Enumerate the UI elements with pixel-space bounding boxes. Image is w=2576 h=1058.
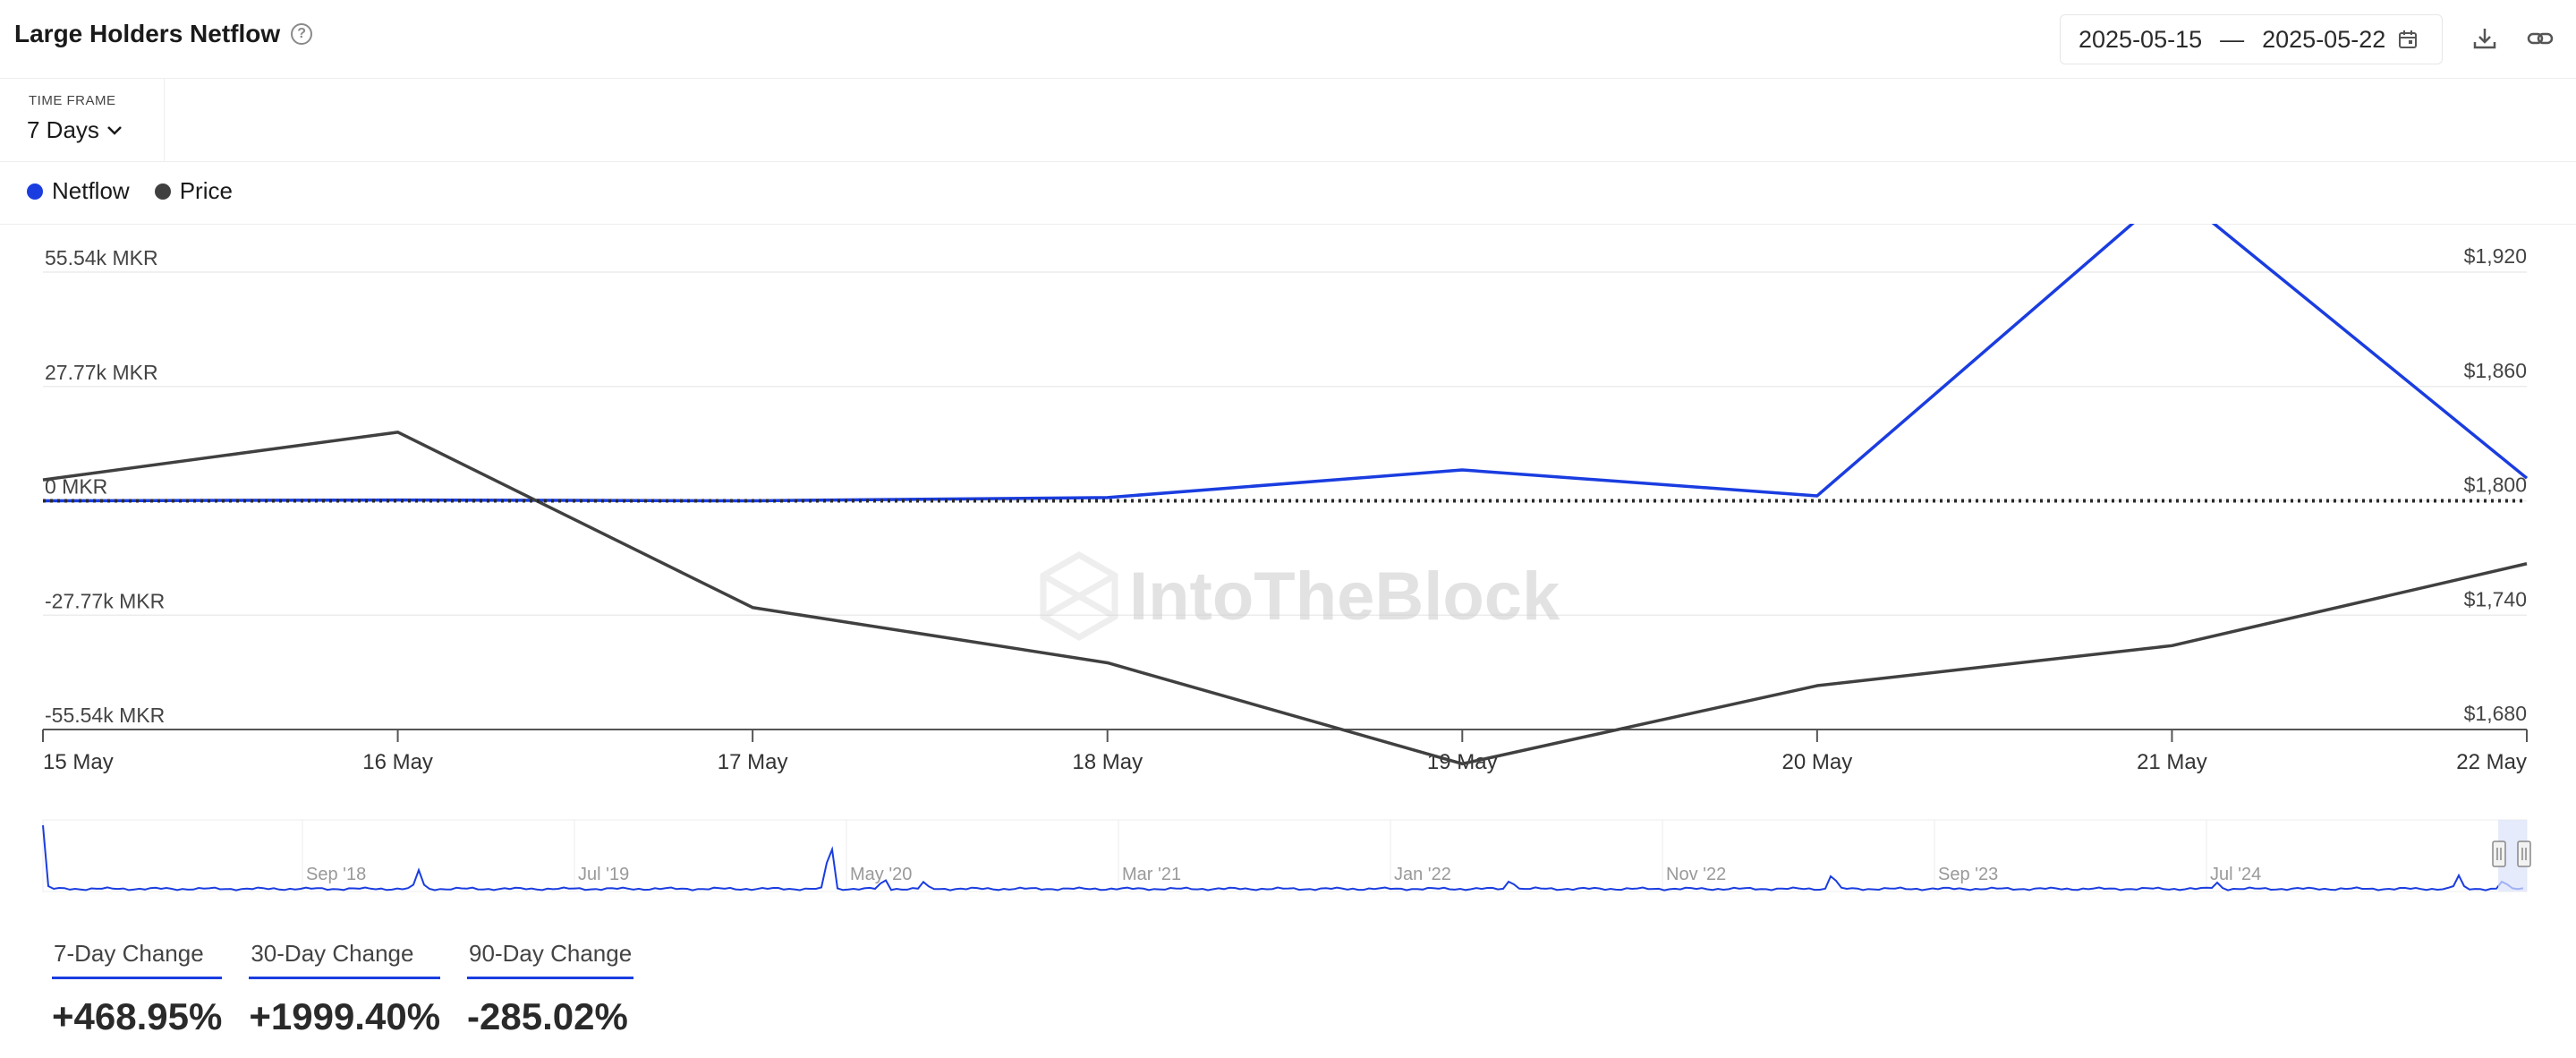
legend-dot-price: [154, 183, 171, 200]
legend-item-price[interactable]: Price: [154, 177, 233, 205]
title-wrap: Large Holders Netflow ?: [14, 20, 313, 48]
change-30-day[interactable]: 30-Day Change +1999.40%: [249, 940, 441, 1038]
navigator-grid: Sep '18 Jul '19 May '20 Mar '21 Jan '22 Nov '…: [302, 820, 2261, 892]
link-icon[interactable]: [2527, 25, 2554, 52]
y-right-tick-label: $1,920: [2464, 244, 2527, 268]
x-tick-label: 20 May: [1782, 750, 1853, 774]
x-tick-label: 16 May: [362, 750, 433, 774]
date-range-picker[interactable]: 2025-05-15 — 2025-05-22: [2060, 14, 2443, 64]
watermark-text: IntoTheBlock: [1129, 559, 1560, 635]
navigator-label: Jan '22: [1394, 865, 1451, 884]
y-right-tick-label: $1,800: [2464, 474, 2527, 497]
y-left-tick-label: -55.54k MKR: [45, 704, 165, 727]
x-tick-label: 17 May: [718, 750, 788, 774]
navigator-handle-right[interactable]: [2517, 840, 2531, 867]
change-value: -285.02%: [467, 995, 628, 1037]
y-axis-right: $1,920 $1,860 $1,800 $1,740 $1,680: [2464, 244, 2527, 725]
legend-item-netflow[interactable]: Netflow: [27, 177, 130, 205]
chart-series: [42, 224, 2529, 766]
change-value: +468.95%: [52, 995, 223, 1037]
x-tick-label: 18 May: [1072, 750, 1143, 774]
change-label: 90-Day Change: [467, 940, 634, 979]
chevron-down-icon: [107, 125, 122, 135]
page-title: Large Holders Netflow: [14, 20, 281, 47]
x-axis: 15 May 16 May 17 May 18 May 19 May 20 May 21 M…: [42, 729, 2528, 774]
download-icon[interactable]: [2471, 25, 2498, 52]
divider: [0, 161, 2576, 162]
help-icon[interactable]: ?: [291, 23, 313, 45]
navigator-label: May '20: [850, 865, 912, 884]
legend-label-netflow: Netflow: [52, 177, 130, 204]
x-tick-label: 22 May: [2456, 750, 2527, 774]
change-value: +1999.40%: [249, 995, 441, 1037]
date-separator: —: [2220, 25, 2245, 53]
navigator-label: Sep '18: [306, 865, 366, 884]
navigator-netflow-line: [42, 824, 2524, 892]
timeframe-value: 7 Days: [27, 116, 99, 143]
change-label: 30-Day Change: [249, 940, 441, 979]
timeframe-dropdown[interactable]: 7 Days: [27, 116, 123, 144]
series-line-netflow[interactable]: [42, 224, 2529, 503]
y-left-tick-label: -27.77k MKR: [45, 589, 165, 612]
y-right-tick-label: $1,860: [2464, 359, 2527, 382]
x-tick-label: 19 May: [1427, 750, 1498, 774]
y-right-tick-label: $1,740: [2464, 587, 2527, 610]
watermark: IntoTheBlock: [1040, 550, 1560, 642]
x-tick-label: 21 May: [2137, 750, 2207, 774]
y-right-tick-label: $1,680: [2464, 702, 2527, 725]
navigator-label: Nov '22: [1666, 865, 1726, 884]
navigator-label: Jul '24: [2210, 865, 2261, 884]
y-left-tick-label: 55.54k MKR: [45, 246, 158, 269]
divider: [0, 224, 2576, 225]
timeframe-selector[interactable]: TIME FRAME 7 Days: [0, 79, 165, 161]
watermark-logo-icon: [1040, 550, 1118, 642]
y-left-tick-label: 27.77k MKR: [45, 361, 158, 384]
calendar-icon: [2399, 30, 2418, 48]
navigator-handle-left[interactable]: [2492, 840, 2506, 867]
legend: Netflow Price: [27, 177, 233, 205]
legend-label-price: Price: [179, 177, 233, 204]
date-end: 2025-05-22: [2262, 25, 2386, 53]
series-line-price[interactable]: [42, 431, 2528, 766]
change-90-day[interactable]: 90-Day Change -285.02%: [467, 940, 634, 1038]
navigator-label: Mar '21: [1122, 865, 1181, 884]
date-start: 2025-05-15: [2079, 25, 2203, 53]
navigator-label: Sep '23: [1938, 865, 1998, 884]
range-navigator[interactable]: Sep '18 Jul '19 May '20 Mar '21 Jan '22 Nov '…: [0, 815, 2576, 904]
change-label: 7-Day Change: [52, 940, 223, 979]
x-tick-label: 15 May: [43, 750, 114, 774]
change-7-day[interactable]: 7-Day Change +468.95%: [52, 940, 223, 1038]
chart-header: Large Holders Netflow ? 2025-05-15 — 202…: [0, 0, 2576, 79]
legend-dot-netflow: [27, 183, 43, 200]
navigator-label: Jul '19: [578, 865, 629, 884]
timeframe-label: TIME FRAME: [29, 93, 116, 108]
change-stats: 7-Day Change +468.95% 30-Day Change +199…: [52, 940, 634, 1038]
